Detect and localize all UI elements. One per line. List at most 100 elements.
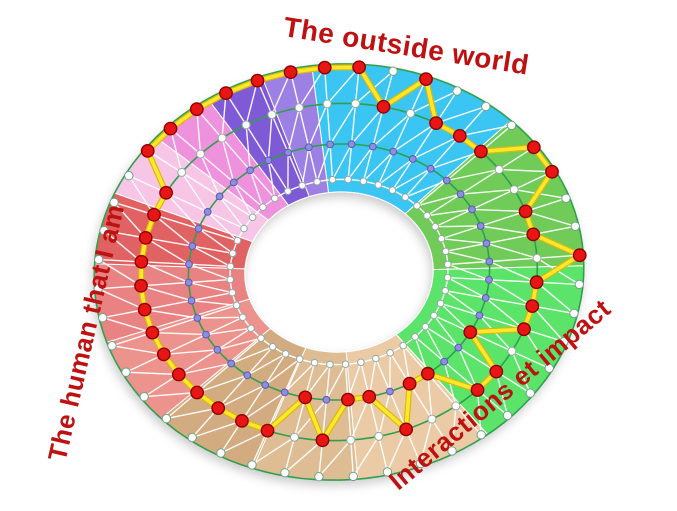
wheel-node[interactable] xyxy=(415,458,426,469)
wheel-node[interactable] xyxy=(226,262,235,271)
selected-node[interactable] xyxy=(529,275,544,290)
selected-node[interactable] xyxy=(362,389,377,404)
wheel-node[interactable] xyxy=(217,133,227,143)
wheel-node[interactable] xyxy=(441,247,450,256)
wheel-node[interactable] xyxy=(443,273,452,282)
wheel-node[interactable] xyxy=(421,322,430,331)
wheel-node[interactable] xyxy=(284,148,293,157)
wheel-node[interactable] xyxy=(406,108,415,118)
wheel-node[interactable] xyxy=(341,360,350,369)
wheel-node[interactable] xyxy=(187,432,197,443)
wheel-node[interactable] xyxy=(359,177,368,186)
wheel-node[interactable] xyxy=(227,359,236,368)
selected-node[interactable] xyxy=(517,322,531,337)
wheel-node[interactable] xyxy=(185,260,193,269)
selected-node[interactable] xyxy=(156,347,171,362)
wheel-node[interactable] xyxy=(437,234,446,243)
wheel-node[interactable] xyxy=(294,103,304,113)
wheel-node[interactable] xyxy=(372,354,380,363)
wheel-node[interactable] xyxy=(452,86,462,96)
wheel-node[interactable] xyxy=(280,468,290,478)
wheel-node[interactable] xyxy=(454,343,463,352)
wheel-node[interactable] xyxy=(481,101,491,112)
wheel-node[interactable] xyxy=(326,140,335,149)
wheel-node[interactable] xyxy=(202,330,210,339)
selected-node[interactable] xyxy=(145,325,160,340)
wheel-node[interactable] xyxy=(264,156,273,165)
wheel-node[interactable] xyxy=(451,401,461,411)
wheel-node[interactable] xyxy=(374,181,383,189)
wheel-node[interactable] xyxy=(525,388,535,398)
wheel-node[interactable] xyxy=(295,355,304,363)
wheel-node[interactable] xyxy=(257,334,265,343)
wheel-node[interactable] xyxy=(246,166,255,175)
selected-node[interactable] xyxy=(429,116,443,131)
wheel-node[interactable] xyxy=(259,203,267,211)
selected-node[interactable] xyxy=(190,385,205,400)
wheel-node[interactable] xyxy=(228,288,237,297)
wheel-node[interactable] xyxy=(313,177,321,186)
wheel-node[interactable] xyxy=(485,257,494,266)
wheel-node[interactable] xyxy=(348,471,358,482)
selected-node[interactable] xyxy=(340,392,355,407)
wheel-node[interactable] xyxy=(431,222,440,231)
wheel-node[interactable] xyxy=(502,410,513,421)
wheel-node[interactable] xyxy=(187,296,196,305)
selected-node[interactable] xyxy=(545,164,559,179)
selected-node[interactable] xyxy=(526,227,541,242)
wheel-node[interactable] xyxy=(468,205,476,214)
wheel-node[interactable] xyxy=(248,213,257,222)
selected-node[interactable] xyxy=(137,302,152,317)
wheel-node[interactable] xyxy=(93,284,104,294)
wheel-node[interactable] xyxy=(351,99,360,109)
selected-node[interactable] xyxy=(171,367,186,382)
wheel-node[interactable] xyxy=(476,222,485,230)
selected-node[interactable] xyxy=(140,143,155,158)
wheel-node[interactable] xyxy=(232,301,241,310)
wheel-node[interactable] xyxy=(427,414,437,424)
wheel-node[interactable] xyxy=(240,224,248,233)
wheel-node[interactable] xyxy=(281,350,290,358)
selected-node[interactable] xyxy=(399,422,413,437)
wheel-node[interactable] xyxy=(570,221,580,232)
wheel-node[interactable] xyxy=(494,165,504,174)
wheel-node[interactable] xyxy=(386,387,394,396)
wheel-node[interactable] xyxy=(243,371,252,380)
wheel-node[interactable] xyxy=(532,253,542,263)
wheel-node[interactable] xyxy=(193,314,202,322)
wheel-node[interactable] xyxy=(411,333,419,341)
wheel-node[interactable] xyxy=(203,208,212,216)
wheel-node[interactable] xyxy=(215,192,224,201)
wheel-node[interactable] xyxy=(94,254,104,265)
wheel-node[interactable] xyxy=(561,193,571,204)
selected-node[interactable] xyxy=(138,230,153,245)
wheel-node[interactable] xyxy=(280,388,289,397)
wheel-node[interactable] xyxy=(456,190,465,199)
wheel-node[interactable] xyxy=(139,392,149,402)
wheel-node[interactable] xyxy=(374,431,384,441)
wheel-node[interactable] xyxy=(124,171,134,181)
selected-node[interactable] xyxy=(463,325,478,339)
wheel-node[interactable] xyxy=(241,120,251,130)
wheel-node[interactable] xyxy=(559,336,569,347)
wheel-node[interactable] xyxy=(481,294,490,302)
wheel-node[interactable] xyxy=(326,360,334,369)
wheel-node[interactable] xyxy=(247,460,257,470)
wheel-node[interactable] xyxy=(507,346,517,356)
selected-node[interactable] xyxy=(352,60,366,75)
wheel-node[interactable] xyxy=(109,197,119,208)
wheel-node[interactable] xyxy=(440,357,449,366)
wheel-node[interactable] xyxy=(267,110,277,120)
wheel-node[interactable] xyxy=(382,467,393,477)
wheel-node[interactable] xyxy=(442,176,451,185)
wheel-node[interactable] xyxy=(247,324,255,333)
wheel-node[interactable] xyxy=(284,187,292,195)
wheel-node[interactable] xyxy=(430,311,438,320)
selected-node[interactable] xyxy=(402,376,417,391)
wheel-node[interactable] xyxy=(482,239,491,248)
selected-node[interactable] xyxy=(134,254,149,269)
wheel-node[interactable] xyxy=(447,446,457,456)
wheel-node[interactable] xyxy=(388,186,397,194)
wheel-node[interactable] xyxy=(98,313,108,323)
selected-node[interactable] xyxy=(260,423,275,438)
